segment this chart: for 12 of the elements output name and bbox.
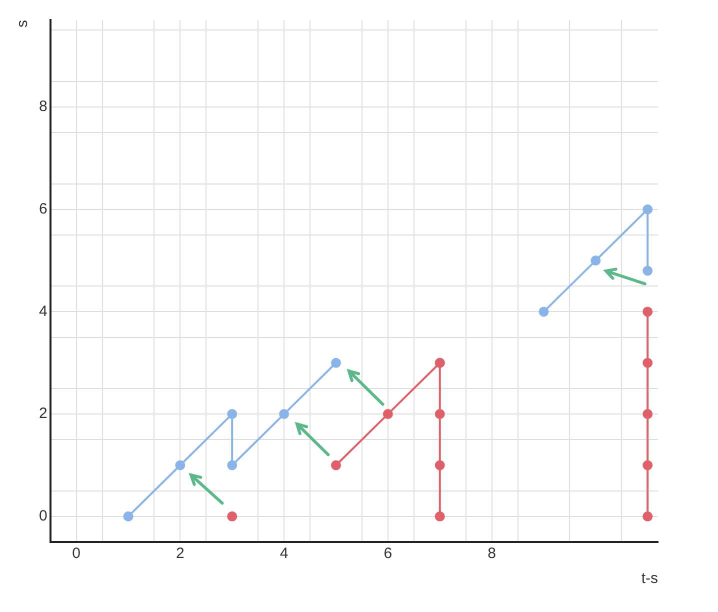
x-tick-label: 0: [72, 545, 80, 562]
y-tick-label: 0: [39, 508, 48, 525]
x-tick-label: 2: [176, 545, 184, 562]
y-axis-title: s: [14, 20, 32, 28]
x-axis-title: t-s: [641, 570, 658, 588]
y-tick-label: 8: [39, 98, 48, 116]
y-tick-label: 2: [39, 405, 48, 422]
x-tick-label: 4: [280, 545, 288, 562]
y-tick-label: 6: [39, 200, 48, 218]
x-tick-label: 8: [488, 545, 496, 562]
y-tick-label: 4: [39, 302, 48, 320]
x-tick-label: 6: [384, 545, 392, 562]
